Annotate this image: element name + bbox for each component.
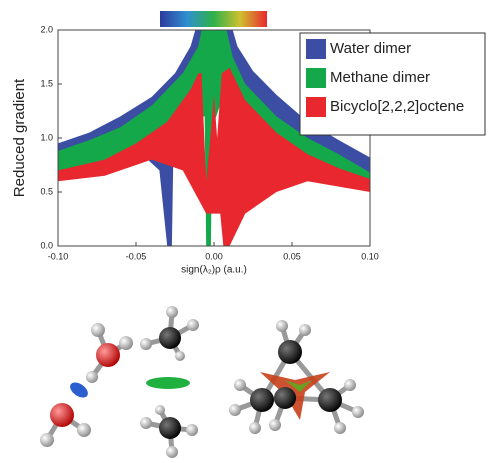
legend-swatch (306, 39, 326, 59)
figure: Reduced gradient sign(λ₂)ρ (a.u.) (0, 0, 490, 458)
legend-label: Bicyclo[2,2,2]octene (330, 98, 464, 115)
legend-swatch (306, 68, 326, 88)
y-tick-label: 0.0 (40, 240, 53, 250)
legend-label: Water dimer (330, 40, 411, 57)
color-bar (160, 11, 267, 27)
molecules (40, 306, 364, 458)
y-tick-label: 1.5 (40, 78, 53, 88)
y-tick-label: 0.5 (40, 186, 53, 196)
y-axis-label: Reduced gradient (11, 78, 28, 197)
x-tick-label: -0.10 (48, 251, 69, 261)
page: {"chart_data": {"type": "area", "ylabel"… (0, 0, 490, 463)
legend-label: Methane dimer (330, 69, 430, 86)
x-tick-label: 0.00 (205, 251, 223, 261)
x-tick-label: 0.10 (361, 251, 379, 261)
x-tick-label: 0.05 (283, 251, 301, 261)
legend: Water dimer Methane dimer Bicyclo[2,2,2]oc… (300, 33, 485, 135)
legend-swatch (306, 97, 326, 117)
y-tick-label: 2.0 (40, 24, 53, 34)
y-tick-label: 1.0 (40, 132, 53, 142)
x-axis-label: sign(λ₂)ρ (a.u.) (181, 265, 247, 276)
x-tick-label: -0.05 (126, 251, 147, 261)
